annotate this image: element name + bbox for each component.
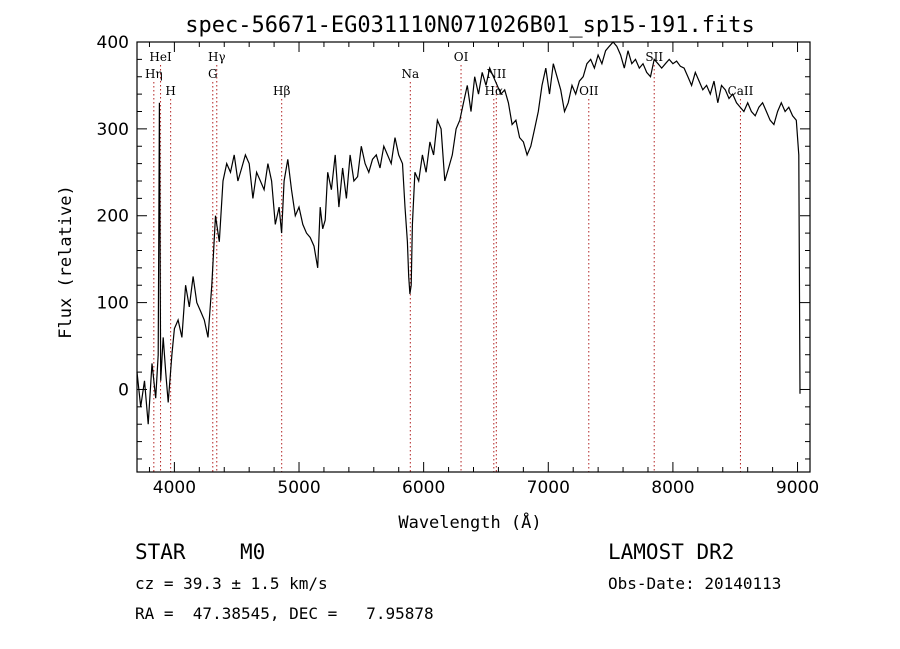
y-tick-label: 400 <box>97 33 129 53</box>
spectral-line-label: Hη <box>145 67 163 81</box>
spectral-line-label: OII <box>579 84 599 98</box>
y-axis-label: Flux (relative) <box>56 185 76 339</box>
spectral-line-label: H <box>165 84 175 98</box>
object-type: STAR <box>135 540 186 564</box>
y-axis-ticks: 0 100 200 300 400 <box>97 33 810 460</box>
object-subclass: M0 <box>240 540 266 564</box>
y-tick-label: 200 <box>97 207 129 227</box>
spectral-line-label: Hα <box>485 84 504 98</box>
plot-frame <box>136 41 811 473</box>
spectral-line-label: NII <box>486 67 506 81</box>
y-tick-label: 300 <box>97 120 129 140</box>
coordinates: RA = 47.38545, DEC = 7.95878 <box>135 604 434 623</box>
survey-name: LAMOST DR2 <box>608 540 735 564</box>
spectral-line-label: Hγ <box>208 50 226 64</box>
x-tick-label: 4000 <box>153 478 196 498</box>
x-tick-label: 6000 <box>402 478 445 498</box>
spectral-line-label: G <box>208 67 218 81</box>
spectrum-line <box>136 41 801 425</box>
x-axis-ticks: 4000 5000 6000 7000 8000 9000 <box>148 42 819 498</box>
spectral-line-label: SII <box>645 50 663 64</box>
spectral-line-label: HeI <box>149 50 172 64</box>
spectral-line-label: CaII <box>728 84 754 98</box>
x-tick-label: 9000 <box>776 478 819 498</box>
x-tick-label: 8000 <box>651 478 694 498</box>
spectral-line-markers <box>153 65 741 472</box>
spectral-line-label: Na <box>401 67 419 81</box>
x-tick-label: 5000 <box>277 478 320 498</box>
y-tick-label: 100 <box>97 294 129 314</box>
obs-date: Obs-Date: 20140113 <box>608 574 782 593</box>
x-axis-label: Wavelength (Å) <box>398 511 541 533</box>
spectral-line-labels: Hη HeI H Hγ G Hβ Na OI NII Hα OII SII CaII <box>145 50 754 98</box>
chart-title: spec-56671-EG031110N071026B01_sp15-191.f… <box>185 13 755 38</box>
x-tick-label: 7000 <box>527 478 570 498</box>
spectral-line-label: OI <box>454 50 469 64</box>
spectral-line-label: Hβ <box>273 84 290 98</box>
redshift-value: cz = 39.3 ± 1.5 km/s <box>135 574 328 593</box>
y-tick-label: 0 <box>118 380 129 400</box>
